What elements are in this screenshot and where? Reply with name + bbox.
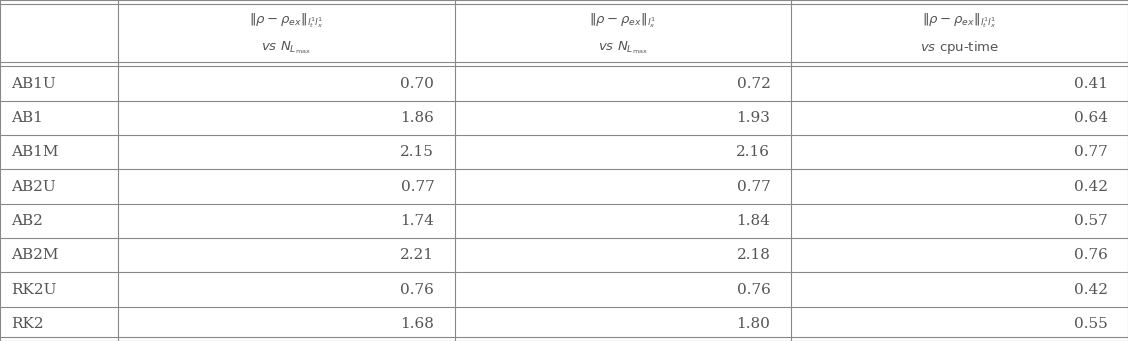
Text: AB2: AB2 xyxy=(11,214,43,228)
Text: 1.84: 1.84 xyxy=(737,214,770,228)
Text: $vs\ N_{L_{\max}}$: $vs\ N_{L_{\max}}$ xyxy=(598,39,647,56)
Text: RK2: RK2 xyxy=(11,317,44,331)
Text: 0.77: 0.77 xyxy=(400,180,434,194)
Text: $\|\rho - \rho_{ex}\|_{l^1_x}$: $\|\rho - \rho_{ex}\|_{l^1_x}$ xyxy=(589,11,656,30)
Text: 1.80: 1.80 xyxy=(737,317,770,331)
Text: 0.76: 0.76 xyxy=(737,283,770,297)
Text: 0.77: 0.77 xyxy=(1074,145,1108,159)
Text: 0.77: 0.77 xyxy=(737,180,770,194)
Text: 2.18: 2.18 xyxy=(737,248,770,262)
Text: 0.41: 0.41 xyxy=(1074,77,1108,91)
Text: 0.42: 0.42 xyxy=(1074,283,1108,297)
Text: 1.93: 1.93 xyxy=(737,111,770,125)
Text: 2.15: 2.15 xyxy=(400,145,434,159)
Text: 2.16: 2.16 xyxy=(737,145,770,159)
Text: AB2U: AB2U xyxy=(11,180,56,194)
Text: RK2U: RK2U xyxy=(11,283,56,297)
Text: 0.76: 0.76 xyxy=(1074,248,1108,262)
Text: 0.42: 0.42 xyxy=(1074,180,1108,194)
Text: 1.68: 1.68 xyxy=(400,317,434,331)
Text: $\|\rho - \rho_{ex}\|_{l^1_t l^1_x}$: $\|\rho - \rho_{ex}\|_{l^1_t l^1_x}$ xyxy=(249,11,324,30)
Text: 2.21: 2.21 xyxy=(400,248,434,262)
Text: AB1U: AB1U xyxy=(11,77,56,91)
Text: 1.74: 1.74 xyxy=(400,214,434,228)
Text: $\|\rho - \rho_{ex}\|_{l^1_t l^1_x}$: $\|\rho - \rho_{ex}\|_{l^1_t l^1_x}$ xyxy=(922,11,997,30)
Text: $vs\ N_{L_{\max}}$: $vs\ N_{L_{\max}}$ xyxy=(262,39,311,56)
Text: 0.55: 0.55 xyxy=(1074,317,1108,331)
Text: 0.57: 0.57 xyxy=(1074,214,1108,228)
Text: 0.76: 0.76 xyxy=(400,283,434,297)
Text: 0.70: 0.70 xyxy=(400,77,434,91)
Text: $vs\ \mathrm{cpu\text{-}time}$: $vs\ \mathrm{cpu\text{-}time}$ xyxy=(919,39,999,56)
Text: 0.64: 0.64 xyxy=(1074,111,1108,125)
Text: AB1: AB1 xyxy=(11,111,43,125)
Text: 1.86: 1.86 xyxy=(400,111,434,125)
Text: 0.72: 0.72 xyxy=(737,77,770,91)
Text: AB1M: AB1M xyxy=(11,145,59,159)
Text: AB2M: AB2M xyxy=(11,248,59,262)
